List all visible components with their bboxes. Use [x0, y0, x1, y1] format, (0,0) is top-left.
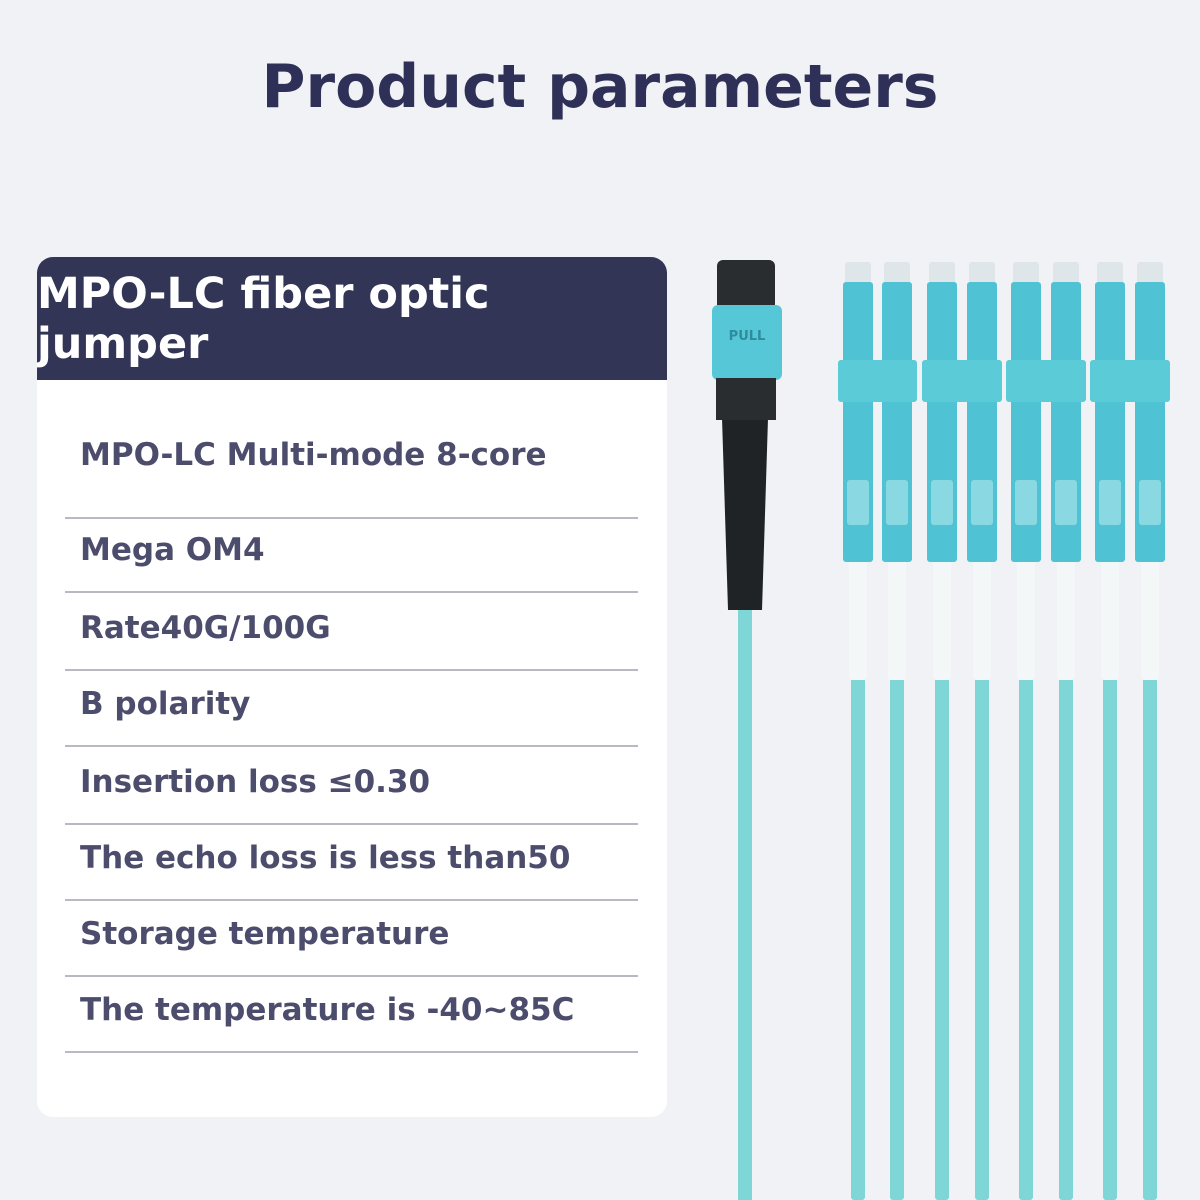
parameter-row: Insertion loss ≤0.30	[65, 747, 638, 825]
lc-ferrule	[969, 262, 995, 288]
lc-cable	[935, 560, 949, 1200]
lc-ring	[1099, 480, 1121, 525]
lc-cable	[890, 560, 904, 1200]
lc-boot	[933, 560, 951, 680]
parameter-row: The echo loss is less than50	[65, 823, 638, 901]
lc-cable	[851, 560, 865, 1200]
lc-boot	[1141, 560, 1159, 680]
lc-cable	[1019, 560, 1033, 1200]
lc-ring	[931, 480, 953, 525]
mpo-cable	[738, 600, 752, 1200]
parameter-row: Rate40G/100G	[65, 593, 638, 671]
lc-clip	[838, 360, 917, 402]
lc-ring	[886, 480, 908, 525]
lc-ferrule	[1053, 262, 1079, 288]
lc-ferrule	[1013, 262, 1039, 288]
lc-clip	[1090, 360, 1170, 402]
lc-boot	[1057, 560, 1075, 680]
lc-cable	[1103, 560, 1117, 1200]
lc-boot	[888, 560, 906, 680]
lc-cable	[975, 560, 989, 1200]
lc-ferrule	[884, 262, 910, 288]
lc-boot	[1017, 560, 1035, 680]
mpo-housing	[712, 305, 782, 380]
parameter-row: Mega OM4	[65, 515, 638, 593]
card-title: MPO-LC fiber optic jumper	[37, 257, 667, 380]
lc-boot	[849, 560, 867, 680]
lc-cable	[1143, 560, 1157, 1200]
lc-ring	[1139, 480, 1161, 525]
mpo-body	[716, 378, 776, 420]
lc-boot	[1101, 560, 1119, 680]
lc-ring	[847, 480, 869, 525]
lc-ring	[1015, 480, 1037, 525]
pull-label: PULL	[729, 329, 766, 344]
lc-clip	[1006, 360, 1086, 402]
parameter-row: Storage temperature	[65, 899, 638, 977]
lc-ring	[1055, 480, 1077, 525]
lc-ferrule	[1097, 262, 1123, 288]
parameter-row: The temperature is -40~85C	[65, 975, 638, 1053]
parameter-card: MPO-LC fiber optic jumper MPO-LC Multi-m…	[37, 257, 667, 1117]
lc-cable	[1059, 560, 1073, 1200]
mpo-top	[717, 260, 775, 310]
lc-ferrule	[929, 262, 955, 288]
parameter-row: MPO-LC Multi-mode 8-core	[65, 417, 638, 519]
lc-clip	[922, 360, 1002, 402]
parameter-row: B polarity	[65, 669, 638, 747]
page-title: Product parameters	[261, 52, 939, 122]
lc-ring	[971, 480, 993, 525]
lc-ferrule	[1137, 262, 1163, 288]
lc-ferrule	[845, 262, 871, 288]
lc-connectors	[838, 262, 1170, 1200]
lc-boot	[973, 560, 991, 680]
mpo-boot	[722, 418, 768, 610]
